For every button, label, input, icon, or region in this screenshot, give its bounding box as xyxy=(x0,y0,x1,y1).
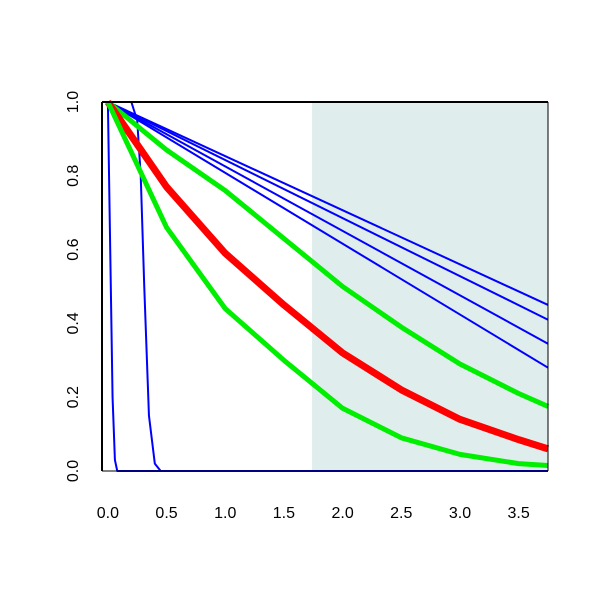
x-tick-label: 0.0 xyxy=(97,505,119,522)
y-tick-label: 1.0 xyxy=(65,91,82,113)
shaded-region-layer xyxy=(312,102,548,471)
axes-layer xyxy=(101,101,549,472)
series-line-4 xyxy=(107,101,549,321)
series-line-6 xyxy=(107,101,549,369)
shaded-region xyxy=(312,102,548,471)
tick-labels-layer: 0.0 0.5 1.0 1.5 2.0 2.5 3.0 3.5 0.0 0.2 0.4 0.6 0.8 1… xyxy=(65,91,530,522)
x-tick-label: 1.0 xyxy=(214,505,236,522)
y-tick-label: 0.8 xyxy=(65,165,82,187)
y-tick-label: 0.0 xyxy=(65,460,82,482)
y-tick-label: 0.2 xyxy=(65,386,82,408)
series-line-8 xyxy=(104,100,550,453)
x-tick-label: 3.0 xyxy=(449,505,471,522)
series-line-9 xyxy=(105,100,549,468)
series-line-5 xyxy=(107,101,549,345)
x-tick-label: 0.5 xyxy=(155,505,177,522)
x-tick-label: 3.5 xyxy=(508,505,530,522)
x-tick-label: 2.0 xyxy=(331,505,353,522)
y-tick-label: 0.6 xyxy=(65,238,82,260)
series-layer xyxy=(104,100,550,472)
series-line-7 xyxy=(106,100,550,409)
x-tick-label: 2.5 xyxy=(390,505,412,522)
y-tick-label: 0.4 xyxy=(65,312,82,334)
series-line-3 xyxy=(107,101,549,306)
x-tick-label: 1.5 xyxy=(273,505,295,522)
series-line-2 xyxy=(107,101,548,472)
